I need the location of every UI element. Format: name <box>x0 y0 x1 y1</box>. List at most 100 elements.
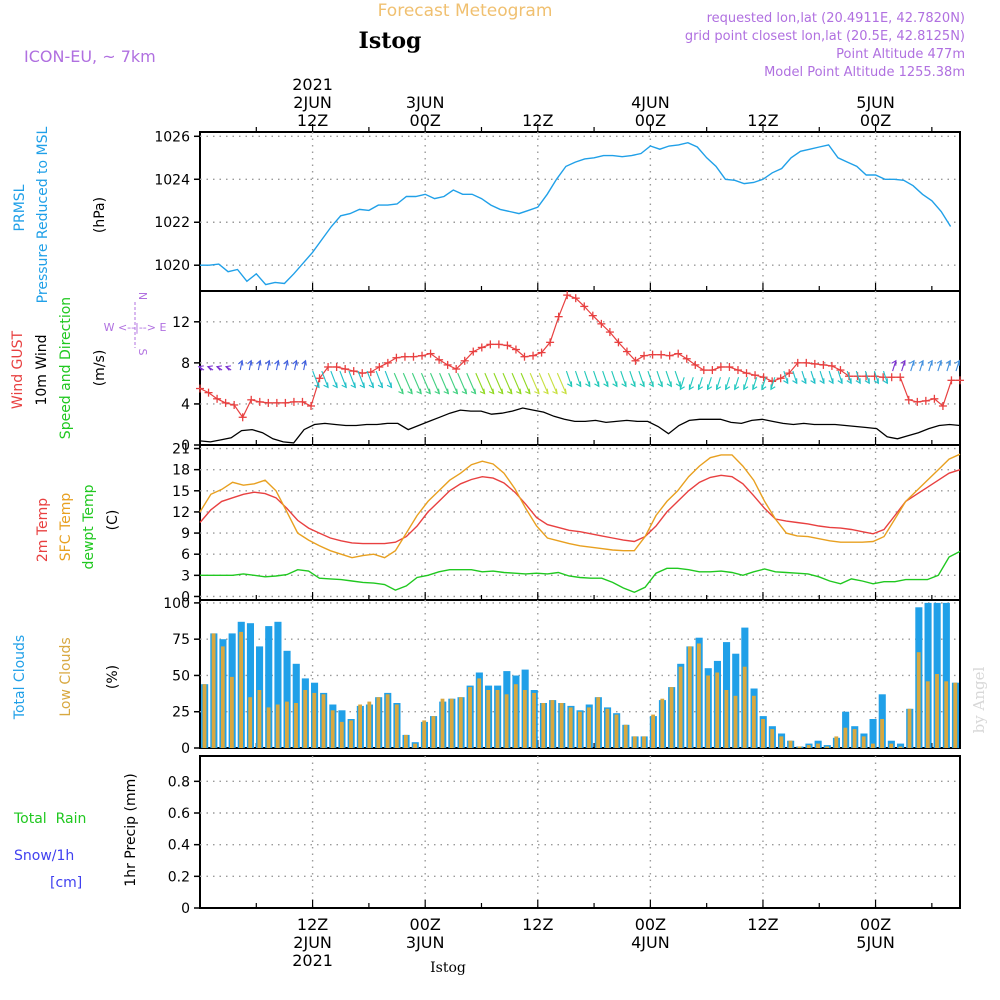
low-cloud-bar <box>797 746 802 748</box>
precip-y-tick-label: 0.2 <box>168 869 190 885</box>
low-cloud-bar <box>770 729 775 748</box>
low-cloud-bar <box>248 697 253 748</box>
pressure-label-a: PRMSL <box>12 184 28 231</box>
low-cloud-bar <box>916 652 921 748</box>
wind-y-tick-label: 4 <box>181 397 190 413</box>
pressure-line <box>200 141 952 286</box>
gust-marker <box>802 358 811 367</box>
wind-arrow <box>900 359 906 372</box>
gust-marker <box>435 355 444 364</box>
precip-y-tick-label: 0.8 <box>168 774 190 790</box>
low-cloud-bar <box>504 694 509 748</box>
wind-arrow <box>197 365 205 371</box>
gust-marker <box>400 352 409 361</box>
low-cloud-bar <box>285 701 289 748</box>
gust-marker <box>477 343 486 352</box>
wind-label: 10m Wind <box>34 334 50 405</box>
low-cloud-bar <box>257 690 262 748</box>
wind-arrow <box>475 372 486 395</box>
gust-marker <box>486 340 495 349</box>
low-cloud-bar <box>724 690 729 748</box>
wind-arrow <box>348 370 356 389</box>
wind-arrow <box>574 370 582 388</box>
low-cloud-bar <box>266 707 271 748</box>
wind-arrow <box>420 372 431 395</box>
gust-marker <box>426 349 435 358</box>
temp-frame <box>199 444 961 601</box>
clouds-y-tick-label: 50 <box>172 668 190 684</box>
wind-arrow <box>819 370 825 385</box>
time-label-bottom: 00Z <box>635 915 666 934</box>
gust-marker <box>648 350 657 359</box>
low-cloud-bar <box>367 701 372 748</box>
time-label-bottom: 00Z <box>860 915 891 934</box>
gust-marker <box>904 395 913 404</box>
total-cloud-bar <box>942 602 950 748</box>
low-cloud-bar <box>843 727 848 748</box>
precip-y-tick-label: 0 <box>181 901 190 917</box>
gust-marker <box>375 362 384 371</box>
temp-y-tick-label: 21 <box>172 442 190 458</box>
pressure-frame <box>199 131 961 292</box>
time-label-bottom: 4JUN <box>631 933 670 952</box>
gust-marker <box>366 368 375 377</box>
temp-y-tick-label: 6 <box>181 547 190 563</box>
wind-line <box>199 407 961 444</box>
gust-marker <box>537 348 546 357</box>
meteogram-title: Forecast Meteogram <box>378 1 553 21</box>
gust-marker <box>810 359 819 368</box>
precip-frame <box>199 755 961 909</box>
snow-label: Snow/1h <box>14 848 74 864</box>
gust-marker <box>759 373 768 382</box>
gust-marker <box>281 398 290 407</box>
wind-arrow <box>855 370 861 385</box>
gust-marker <box>221 398 230 407</box>
gust-marker <box>947 376 956 385</box>
wind-arrow <box>484 372 495 395</box>
low-cloud-bar <box>532 692 536 748</box>
low-cloud-bar <box>349 720 353 748</box>
wind-arrow <box>375 370 384 389</box>
gust-marker <box>751 371 760 380</box>
low-cloud-bar <box>861 736 866 748</box>
gust-marker <box>665 351 674 360</box>
gust-marker <box>605 328 614 337</box>
gust-marker <box>264 398 273 407</box>
gust-marker <box>580 302 589 311</box>
wind-arrow <box>238 359 244 371</box>
low-cloud-bar <box>440 698 445 748</box>
gust-marker <box>716 362 725 371</box>
wind-arrow <box>357 370 365 389</box>
pressure-unit: (hPa) <box>92 197 108 233</box>
wind-arrow <box>697 377 704 391</box>
wind-arrow <box>674 370 681 388</box>
low-cloud-bar <box>587 707 591 748</box>
gust-marker <box>682 354 691 363</box>
gust-line <box>199 294 960 419</box>
gust-label: Wind GUST <box>10 330 26 409</box>
gust-marker <box>793 358 802 367</box>
precip-y-tick-label: 0.6 <box>168 806 190 822</box>
compass-south: S <box>136 349 149 356</box>
wind-arrow <box>801 370 807 385</box>
wind-arrow <box>283 359 289 371</box>
model-altitude: Model Point Altitude 1255.38m <box>764 65 965 80</box>
wind-arrow <box>511 372 522 395</box>
temp-y-tick-label: 18 <box>172 463 190 479</box>
wind-arrow <box>529 372 540 395</box>
wind-arrow <box>891 359 897 372</box>
gust-marker <box>213 394 222 403</box>
gust-marker <box>588 311 597 320</box>
gust-marker <box>870 372 879 381</box>
low-cloud-bar <box>788 740 793 748</box>
gust-marker <box>640 351 649 360</box>
wind-arrow <box>547 372 558 395</box>
wind-arrow <box>665 370 672 388</box>
precip-axis-label: 1hr Precip (mm) <box>123 773 139 886</box>
gust-marker <box>315 374 324 383</box>
total-cloud-bar <box>265 626 273 748</box>
pressure-label-b: Pressure Reduced to MSL <box>35 126 51 303</box>
low-cloud-bar <box>715 672 720 748</box>
gust-marker <box>230 400 239 409</box>
gust-marker <box>460 356 469 365</box>
